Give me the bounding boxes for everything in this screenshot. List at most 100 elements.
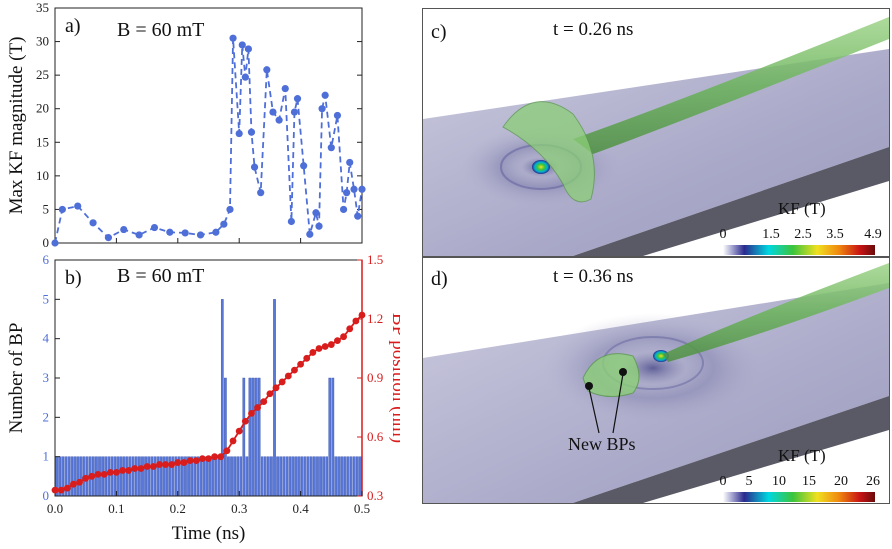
chart-b-y2label: BP position (nm) (388, 313, 400, 443)
chart-b-position-point (162, 461, 169, 468)
chart-a-point (89, 219, 97, 227)
left-charts: 0 5 10 15 20 25 30 35 Max KF magnitude (T) a) B = … (0, 0, 400, 549)
chart-b-bar (73, 456, 77, 497)
chart-b-bar (79, 456, 83, 497)
chart-b-bar (285, 456, 289, 497)
chart-a-point (181, 229, 189, 237)
chart-b-bar (239, 456, 243, 497)
chart-b-position-point (155, 461, 163, 468)
chart-a-point (327, 144, 335, 152)
chart-b-ytick-label: 5 (43, 291, 50, 306)
chart-b-bar (141, 456, 144, 497)
chart-b-y2tick-label: 1.5 (367, 252, 383, 267)
chart-b-position-point (88, 472, 96, 480)
chart-b-position-point (192, 457, 200, 464)
chart-a-ytick-label: 25 (36, 67, 49, 82)
chart-b-bar (242, 377, 246, 497)
chart-b-bar (224, 377, 227, 497)
chart-b-ytick-label: 0 (43, 488, 50, 503)
chart-a-point (104, 234, 113, 242)
chart-b-position-point (211, 453, 219, 461)
chart-b-bar (128, 456, 132, 497)
chart-b-bar (267, 456, 270, 497)
chart-b-position-point (82, 474, 90, 482)
chart-b-position-point (137, 465, 145, 472)
chart-b-ytick-label: 3 (43, 370, 50, 385)
chart-a-point (346, 158, 354, 167)
chart-b-ytick-label: 4 (43, 331, 50, 346)
chart-b-bar (76, 456, 80, 497)
chart-b-xtick-label: 0.3 (231, 501, 247, 516)
chart-b-bar (282, 456, 286, 497)
chart-a-point (318, 105, 326, 113)
chart-b-bar (138, 456, 141, 497)
chart-a-point (241, 73, 249, 81)
chart-b-bar (334, 456, 338, 497)
chart-b-bar (322, 456, 325, 497)
chart-b-position-point (186, 457, 194, 464)
chart-a: 0 5 10 15 20 25 30 35 Max KF magnitude (T) a) B = … (6, 0, 366, 250)
chart-b-bar (211, 456, 215, 497)
chart-a-point (229, 34, 237, 42)
chart-a-point (354, 212, 362, 220)
chart-a-point (269, 108, 277, 116)
panel-c-colorbar-tick: 3.5 (826, 227, 844, 242)
chart-b-position-point (340, 333, 347, 341)
chart-a-point (220, 220, 228, 228)
panel-c-colorbar-tick: 0 (719, 227, 727, 242)
chart-a-frame (54, 7, 363, 244)
chart-a-point (333, 111, 342, 120)
chart-b-bar (297, 456, 301, 497)
chart-b-bar (135, 456, 138, 497)
chart-b-bar (153, 456, 157, 497)
chart-b-bar (144, 456, 147, 497)
chart-a-point (300, 162, 308, 170)
chart-b-bar (217, 456, 221, 497)
chart-b-bar (313, 456, 316, 497)
chart-b-y2tick-label: 0.9 (367, 370, 383, 385)
chart-b-position-point (352, 317, 360, 325)
chart-b-position-point (346, 325, 354, 333)
chart-b-y2tick-label: 0.6 (367, 429, 384, 444)
chart-b-xtick-label: 0.1 (108, 501, 124, 516)
chart-b-bar (230, 456, 233, 497)
chart-a-point (226, 205, 234, 214)
panel-d-colorbar-tick: 0 (719, 474, 727, 489)
chart-b-bar (349, 456, 353, 497)
chart-b-xtick-label: 0.2 (170, 501, 186, 516)
chart-a-point (235, 129, 243, 138)
simulation-panel-d: d) t = 0.36 ns New BPs KF (T) 0 5 10 15 … (422, 257, 890, 504)
chart-b-position-point (106, 469, 114, 476)
chart-b-bar (125, 456, 129, 497)
panel-d-colorbar-tick: 5 (745, 474, 753, 489)
chart-b-xtick-label: 0.4 (292, 501, 309, 516)
chart-b-bar (251, 377, 255, 497)
panel-d-colorbar-tick: 20 (834, 474, 848, 489)
chart-b-position-point (76, 478, 83, 486)
chart-b-bar (294, 456, 298, 497)
chart-b-bar (150, 456, 154, 497)
chart-b-bar (147, 456, 150, 497)
chart-b-bar (310, 456, 313, 497)
chart-a-point (150, 223, 159, 232)
chart-a-point (247, 128, 256, 136)
panel-c-time: t = 0.26 ns (553, 19, 634, 40)
chart-b-bar (205, 456, 209, 497)
right-simulations: c) t = 0.26 ns KF (T) 0 1.5 2.5 3.5 4.9 (400, 0, 892, 549)
panel-d-time: t = 0.36 ns (553, 266, 634, 287)
chart-a-point (51, 239, 59, 247)
chart-b-bar (131, 456, 135, 497)
chart-a-ytick-label: 10 (36, 168, 49, 183)
chart-b-position-point (291, 366, 298, 374)
chart-b-bar (352, 456, 356, 497)
chart-b-position-point (321, 343, 329, 350)
chart-b-xtick-label: 0.0 (47, 501, 63, 516)
chart-b-bar (202, 456, 206, 497)
chart-b-bar (220, 299, 224, 497)
chart-b-bar (279, 456, 282, 497)
panel-d-colorbar-tick: 15 (802, 474, 816, 489)
chart-a-point (350, 185, 358, 193)
chart-b-position-point (119, 467, 126, 474)
chart-a-point (120, 225, 128, 234)
chart-b-position-point (94, 470, 102, 478)
